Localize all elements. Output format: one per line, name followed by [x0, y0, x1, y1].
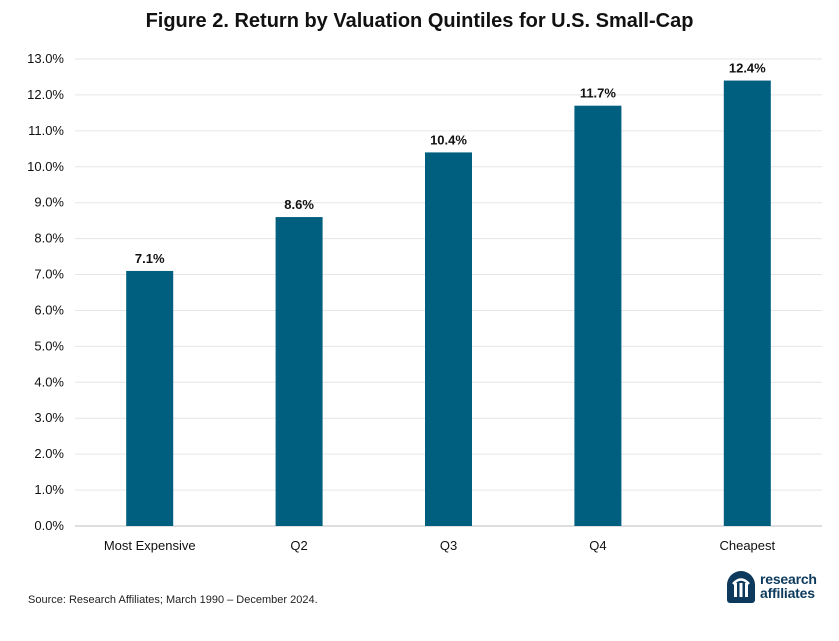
brand-name: research affiliates — [760, 572, 817, 600]
data-label: 11.7% — [580, 86, 617, 101]
y-tick-label: 12.0% — [27, 87, 64, 102]
bar — [425, 152, 472, 526]
y-tick-label: 10.0% — [27, 159, 64, 174]
x-axis-categories: Most Expensive Q2 Q3 Q4 Cheapest — [104, 538, 776, 553]
brand-name-line-2: affiliates — [760, 585, 815, 601]
y-tick-label: 7.0% — [34, 267, 64, 282]
y-tick-label: 3.0% — [34, 410, 64, 425]
data-labels: 7.1% 8.6% 10.4% 11.7% 12.4% — [135, 61, 766, 266]
data-label: 8.6% — [284, 197, 314, 212]
data-label: 12.4% — [729, 61, 766, 76]
research-affiliates-logo-icon — [727, 571, 755, 603]
brand-logo: research affiliates — [727, 571, 832, 605]
data-label: 10.4% — [430, 132, 467, 147]
y-tick-label: 2.0% — [34, 446, 64, 461]
bar — [275, 217, 323, 527]
brand-name-line-1: research — [760, 571, 817, 587]
bar — [126, 270, 174, 526]
y-tick-label: 0.0% — [34, 518, 64, 533]
data-label: 7.1% — [135, 251, 165, 266]
category-label: Q4 — [589, 538, 606, 553]
y-axis-ticks: 0.0% 1.0% 2.0% 3.0% 4.0% 5.0% 6.0% 7.0% 8.0% 9.0%… — [27, 51, 64, 533]
y-tick-label: 4.0% — [34, 374, 64, 389]
y-tick-label: 11.0% — [28, 123, 64, 138]
y-tick-label: 9.0% — [34, 195, 64, 210]
category-label: Cheapest — [719, 538, 775, 553]
y-tick-label: 5.0% — [34, 338, 64, 353]
category-label: Most Expensive — [104, 538, 196, 553]
chart-title: Figure 2. Return by Valuation Quintiles … — [145, 10, 694, 32]
bar — [574, 105, 622, 526]
category-label: Q3 — [440, 538, 457, 553]
bar — [723, 80, 771, 527]
y-tick-label: 13.0% — [27, 51, 64, 66]
source-note: Source: Research Affiliates; March 1990 … — [28, 594, 318, 606]
bars — [126, 80, 771, 527]
y-tick-label: 8.0% — [34, 231, 64, 246]
category-label: Q2 — [290, 538, 307, 553]
y-tick-label: 1.0% — [34, 482, 64, 497]
y-tick-label: 6.0% — [34, 302, 64, 317]
